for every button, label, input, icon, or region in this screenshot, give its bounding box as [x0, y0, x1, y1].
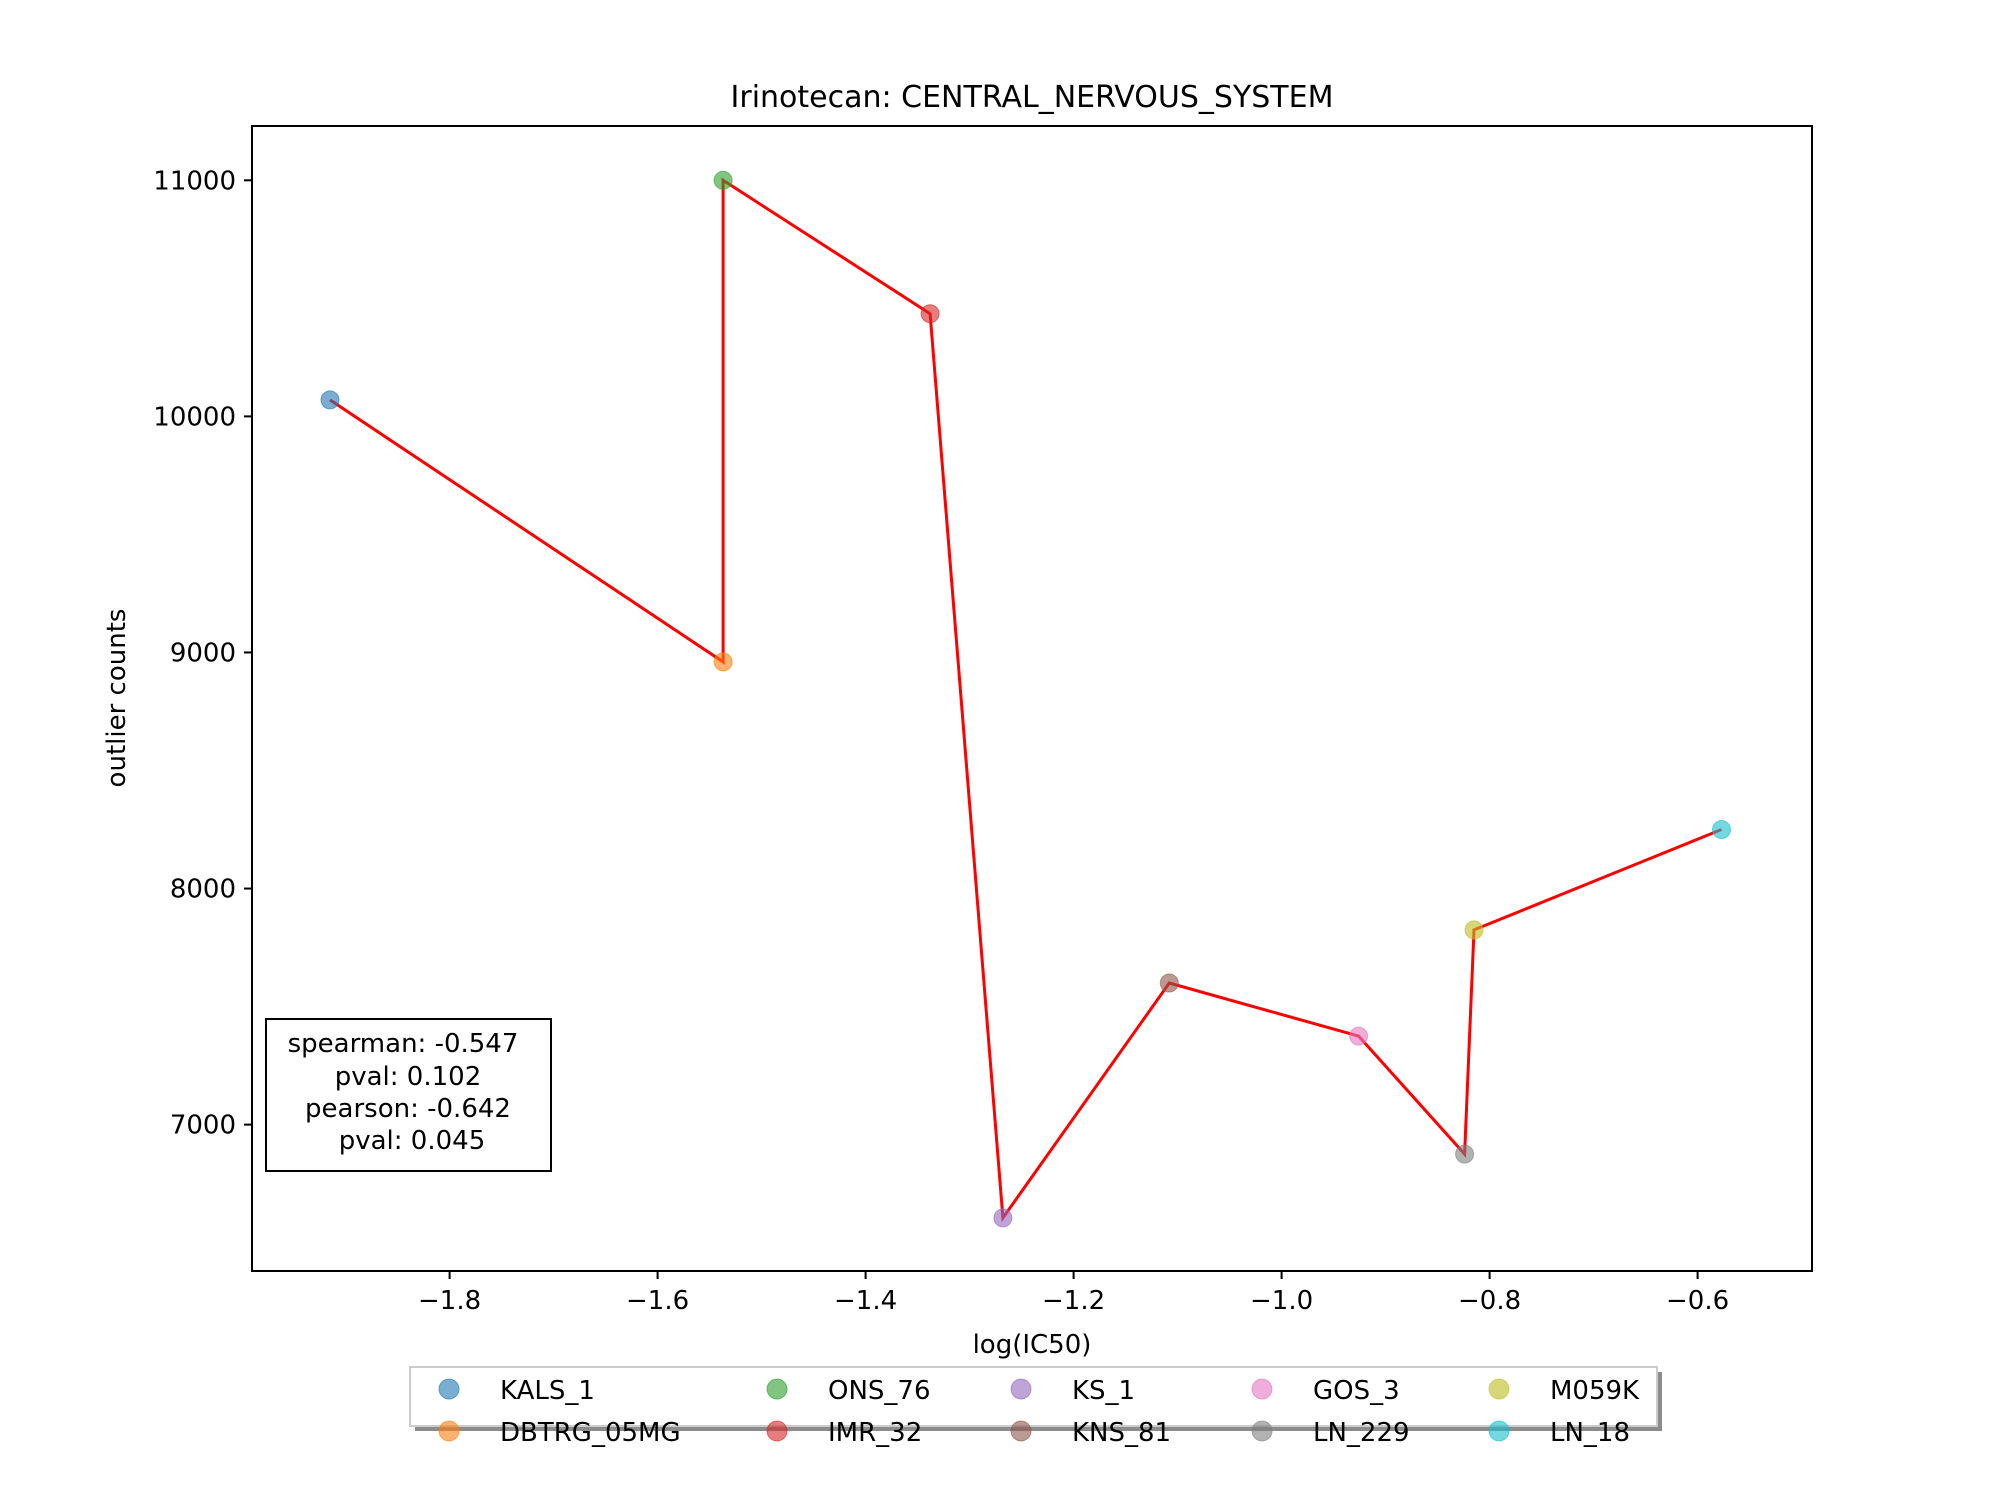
- legend-marker-kals-1: [438, 1378, 460, 1400]
- data-point-ln-18: [1712, 820, 1731, 839]
- data-point-gos-3: [1349, 1026, 1369, 1046]
- y-axis-ticks: 7000 8000 9000 10000 11000: [153, 166, 252, 1141]
- y-axis-label: outlier counts: [102, 609, 132, 788]
- x-axis-ticks: −1.8 −1.6 −1.4 −1.2 −1.0 −0.8 −0.6: [418, 1271, 1729, 1316]
- stats-pearson: pearson: -0.642: [305, 1094, 511, 1124]
- legend-marker-ks-1: [1010, 1378, 1032, 1400]
- x-tick-label: −1.8: [418, 1286, 481, 1316]
- data-point-kns-81: [1159, 973, 1179, 993]
- legend-marker-imr-32: [766, 1420, 788, 1442]
- legend-label-ln-18: LN_18: [1550, 1418, 1630, 1448]
- legend-label-dbtrg-05mg: DBTRG_05MG: [500, 1418, 681, 1448]
- legend-marker-m059k: [1488, 1378, 1510, 1400]
- legend-label-kns-81: KNS_81: [1072, 1418, 1171, 1448]
- legend: KALS_1 DBTRG_05MG ONS_76 IMR_32 KS_1 KNS_81 GO…: [409, 1366, 1662, 1448]
- y-tick-label: 10000: [153, 402, 236, 432]
- y-tick-label: 8000: [170, 875, 236, 905]
- legend-marker-ln-229: [1251, 1420, 1273, 1442]
- legend-label-imr-32: IMR_32: [828, 1418, 922, 1448]
- y-tick-label: 11000: [153, 166, 236, 196]
- x-tick-label: −0.6: [1666, 1286, 1729, 1316]
- legend-label-kals-1: KALS_1: [500, 1376, 595, 1406]
- y-tick-label: 7000: [170, 1111, 236, 1141]
- data-point-m059k: [1464, 920, 1484, 940]
- legend-marker-dbtrg-05mg: [438, 1420, 460, 1442]
- stats-spearman: spearman: -0.547: [288, 1029, 519, 1059]
- y-tick-label: 9000: [170, 638, 236, 668]
- legend-label-gos-3: GOS_3: [1313, 1376, 1400, 1406]
- data-point-ks-1: [993, 1208, 1013, 1228]
- legend-marker-kns-81: [1010, 1420, 1032, 1442]
- legend-label-ln-229: LN_229: [1313, 1418, 1410, 1448]
- legend-marker-ons-76: [766, 1378, 788, 1400]
- stats-spearman-pval: pval: 0.102: [335, 1062, 482, 1092]
- connecting-line: [329, 177, 1723, 1223]
- x-axis-label: log(IC50): [973, 1330, 1092, 1360]
- x-tick-label: −1.2: [1042, 1286, 1105, 1316]
- legend-label-ons-76: ONS_76: [828, 1376, 931, 1406]
- x-tick-label: −1.6: [626, 1286, 689, 1316]
- stats-box: spearman: -0.547 pval: 0.102 pearson: -0…: [265, 1018, 552, 1172]
- data-points-layer: [320, 170, 1731, 1228]
- connecting-line-layer: [329, 177, 1723, 1223]
- x-tick-label: −1.0: [1250, 1286, 1313, 1316]
- legend-label-m059k: M059K: [1550, 1376, 1640, 1406]
- data-point-ons-76: [713, 170, 733, 190]
- chart-title: Irinotecan: CENTRAL_NERVOUS_SYSTEM: [731, 80, 1334, 115]
- stats-box-frame: [265, 1018, 552, 1172]
- x-tick-label: −0.8: [1458, 1286, 1521, 1316]
- legend-frame: [409, 1366, 1658, 1427]
- legend-label-ks-1: KS_1: [1072, 1376, 1135, 1406]
- x-tick-label: −1.4: [834, 1286, 897, 1316]
- plot-area-frame: [251, 125, 1813, 1272]
- legend-entries: KALS_1 DBTRG_05MG ONS_76 IMR_32 KS_1 KNS_81 GO…: [438, 1376, 1640, 1448]
- legend-marker-ln-18: [1488, 1420, 1510, 1442]
- data-point-kals-1: [320, 390, 340, 410]
- data-point-dbtrg-05mg: [713, 652, 733, 672]
- data-point-ln-229: [1455, 1144, 1475, 1164]
- legend-marker-gos-3: [1251, 1378, 1273, 1400]
- stats-pearson-pval: pval: 0.045: [339, 1126, 486, 1156]
- data-point-imr-32: [920, 304, 940, 324]
